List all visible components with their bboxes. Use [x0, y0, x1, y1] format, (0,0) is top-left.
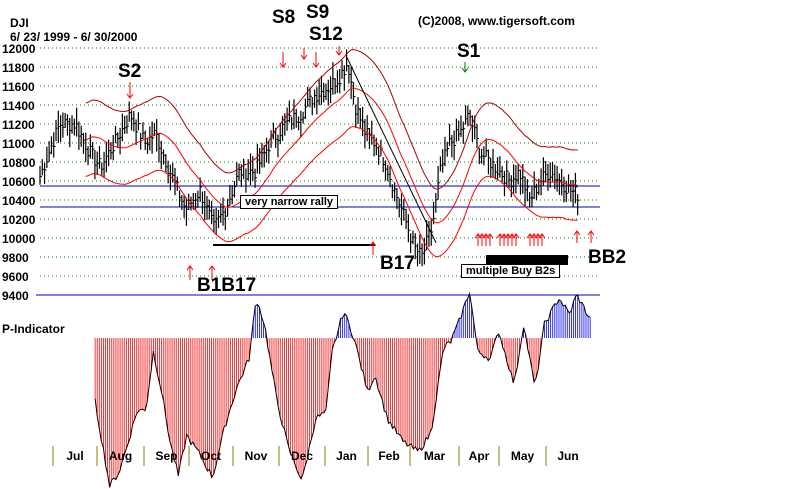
- ytick-label: 10800: [2, 156, 36, 170]
- signal-arrow-head: [279, 62, 287, 68]
- p-indicator-line: [94, 291, 591, 488]
- signal-arrow-head: [300, 54, 308, 60]
- signal-arrow-head: [573, 230, 581, 236]
- signal-s1: S1: [457, 41, 481, 62]
- month-label: Jun: [557, 449, 578, 463]
- month-label: Sep: [155, 449, 177, 463]
- upper-band: [85, 48, 578, 190]
- signal-arrow-head: [335, 50, 343, 56]
- month-label: Apr: [469, 449, 490, 463]
- month-label: Feb: [378, 449, 399, 463]
- signal-b1b17: B1B17: [197, 275, 257, 296]
- month-label: Aug: [109, 449, 132, 463]
- month-label: Mar: [424, 449, 446, 463]
- month-label: May: [511, 449, 535, 463]
- ytick-label: 9600: [2, 270, 29, 284]
- ytick-label: 12000: [2, 42, 36, 56]
- month-label: Nov: [245, 449, 268, 463]
- signal-arrow-head: [587, 230, 595, 236]
- ytick-label: 11000: [2, 137, 35, 151]
- signal-s12: S12: [309, 24, 343, 45]
- ytick-label: 11800: [2, 61, 35, 75]
- signal-arrow-head: [486, 233, 494, 239]
- ytick-label: 10200: [2, 213, 36, 227]
- signal-arrow-head: [126, 93, 134, 99]
- ytick-label: 11600: [2, 80, 35, 94]
- ytick-label: 9400: [2, 289, 29, 303]
- signal-arrow-head: [538, 233, 546, 239]
- middle-band: [85, 87, 578, 224]
- lower-band: [85, 125, 578, 258]
- month-label: Dec: [291, 449, 313, 463]
- month-label: Oct: [201, 449, 221, 463]
- ytick-label: 10000: [2, 232, 36, 246]
- signal-arrow-head: [208, 265, 216, 271]
- p-indicator-label: P-Indicator: [2, 322, 65, 336]
- signal-arrow-head: [186, 265, 194, 271]
- signal-bb2: BB2: [588, 247, 627, 268]
- overlapping-labels-blob: [486, 255, 568, 265]
- trend-line: [346, 57, 437, 243]
- note-very-narrow-rally: very narrow rally: [240, 195, 339, 209]
- signal-arrow-head: [312, 62, 320, 68]
- month-label: Jan: [336, 449, 357, 463]
- note-multiple-buy-b2s: multiple Buy B2s: [461, 264, 561, 278]
- signal-s8: S8: [272, 7, 296, 28]
- month-label: Jul: [66, 449, 83, 463]
- ytick-label: 11400: [2, 99, 35, 113]
- date-range: 6/ 23/ 1999 - 6/ 30/2000: [10, 30, 138, 44]
- ytick-label: 10600: [2, 175, 36, 189]
- signal-arrow-head: [369, 241, 377, 247]
- symbol-label: DJI: [10, 16, 29, 30]
- signal-s9: S9: [306, 2, 330, 23]
- ytick-label: 10400: [2, 194, 36, 208]
- signal-arrow-head: [461, 67, 469, 73]
- signal-arrow-head: [512, 233, 520, 239]
- copyright: (C)2008, www.tigersoft.com: [418, 14, 575, 28]
- ytick-label: 11200: [2, 118, 35, 132]
- ytick-label: 9800: [2, 251, 29, 265]
- signal-b17: B17: [380, 253, 415, 274]
- signal-s2: S2: [118, 61, 142, 82]
